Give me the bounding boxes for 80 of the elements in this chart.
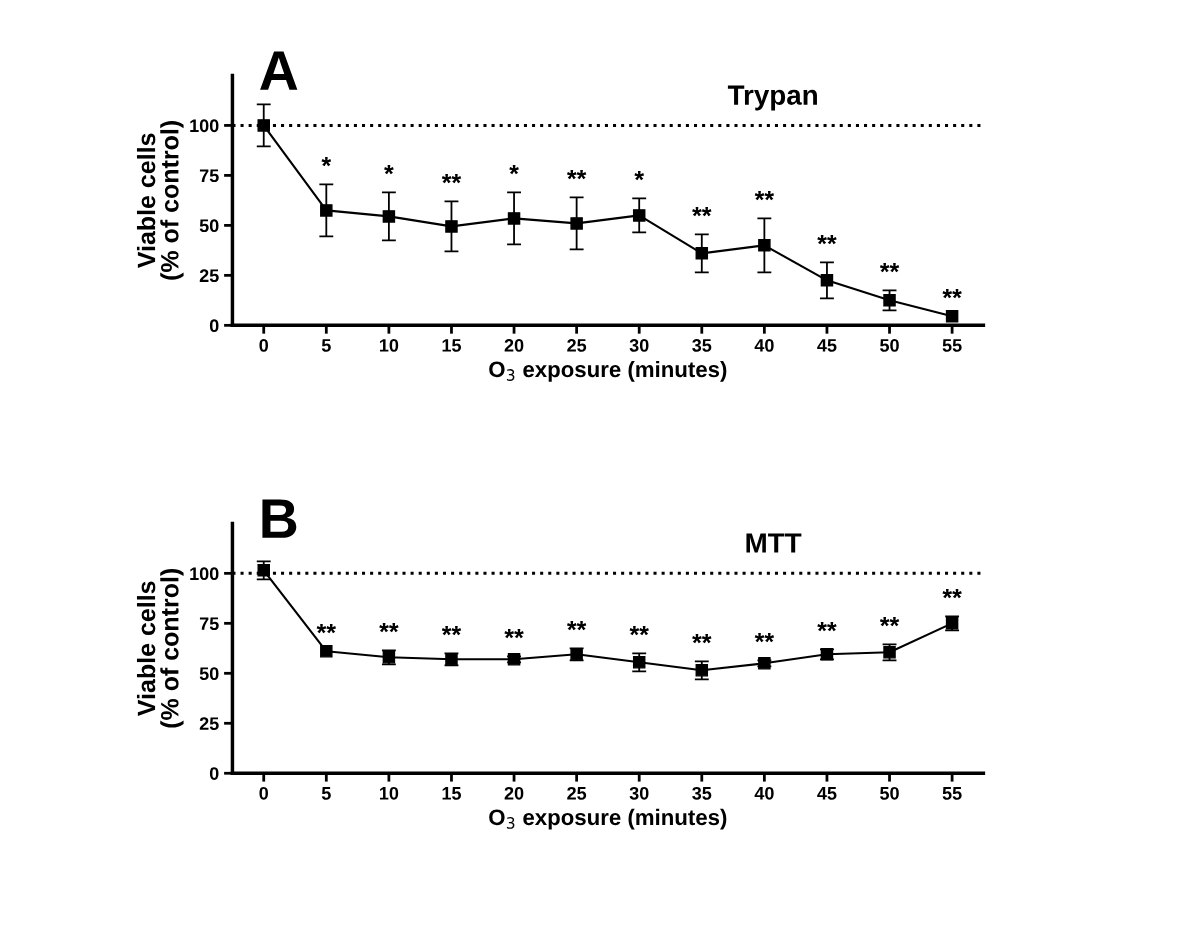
x-tick-label: 55 [942, 787, 962, 800]
annotation: ** [692, 206, 712, 217]
chart-title: A [260, 51, 298, 90]
annotation: MTT [746, 533, 802, 553]
annotation: ** [441, 173, 462, 184]
annotation: ** [566, 169, 587, 180]
x-axis-title: O$_{3}$ exposure (minutes) [489, 360, 727, 382]
annotation: ** [441, 625, 462, 636]
x-tick-label: 45 [817, 787, 837, 800]
annotation: * [384, 164, 394, 175]
y-tick-label: 100 [190, 567, 219, 581]
x-tick-label: 5 [321, 787, 331, 800]
point [382, 210, 396, 223]
annotation: ** [754, 632, 775, 643]
annotation: ** [879, 616, 900, 627]
x-tick-label: 50 [880, 339, 899, 352]
y-axis-title: Viable cells (% of control) [136, 569, 184, 728]
y-tick-label: 75 [199, 617, 219, 631]
point [570, 217, 583, 230]
annotation: Trypan [727, 85, 817, 111]
point [507, 212, 521, 225]
annotation: * [634, 170, 645, 181]
annotation: ** [379, 622, 399, 633]
x-tick-label: 5 [321, 339, 331, 352]
annotation: * [509, 164, 519, 175]
annotation: ** [817, 621, 837, 632]
x-tick-label: 25 [567, 786, 587, 800]
y-tick-label: 100 [190, 119, 219, 133]
point [320, 204, 333, 217]
x-tick-label: 55 [942, 339, 962, 352]
annotation: ** [942, 288, 962, 299]
y-tick-label: 25 [199, 717, 219, 730]
annotation: ** [817, 234, 837, 245]
x-tick-label: 30 [629, 786, 649, 800]
x-tick-label: 10 [379, 339, 399, 352]
annotation: ** [504, 628, 524, 639]
annotation: ** [566, 620, 587, 631]
annotation: ** [754, 190, 775, 201]
point [820, 274, 834, 287]
x-tick-label: 10 [379, 786, 399, 800]
x-tick-label: 25 [567, 339, 587, 352]
x-axis-title: O$_{3}$ exposure (minutes) [489, 808, 727, 830]
x-tick-label: 15 [442, 339, 462, 352]
point [320, 645, 333, 658]
x-tick-label: 40 [754, 339, 774, 352]
point [883, 294, 896, 307]
y-tick-label: 0 [209, 319, 219, 333]
annotation: ** [879, 262, 900, 273]
x-tick-label: 15 [442, 787, 462, 800]
x-tick-label: 20 [504, 786, 524, 800]
annotation: ** [942, 588, 962, 599]
annotation: ** [629, 625, 649, 636]
x-tick-label: 0 [259, 786, 269, 800]
y-axis-title: Viable cells (% of control) [136, 121, 184, 280]
y-tick-label: 50 [199, 667, 219, 681]
y-tick-label: 25 [199, 269, 219, 283]
annotation: ** [316, 623, 337, 634]
x-tick-label: 40 [754, 786, 774, 800]
point [445, 220, 458, 233]
point [632, 209, 646, 222]
point [945, 310, 959, 323]
x-tick-label: 20 [504, 339, 524, 352]
annotation: ** [692, 633, 712, 644]
x-tick-label: 30 [629, 339, 649, 352]
point [758, 239, 771, 252]
y-tick-label: 0 [209, 767, 219, 780]
point [695, 664, 709, 677]
point [632, 656, 646, 669]
x-tick-label: 50 [880, 786, 899, 800]
point [257, 119, 270, 132]
point [257, 564, 270, 577]
x-tick-label: 35 [692, 339, 712, 352]
y-tick-label: 75 [199, 169, 219, 183]
x-tick-label: 0 [259, 339, 269, 352]
annotation: * [321, 156, 332, 167]
y-tick-label: 50 [199, 219, 219, 233]
point [695, 247, 709, 260]
x-tick-label: 45 [817, 339, 837, 352]
x-tick-label: 35 [692, 786, 712, 800]
chart-title: B [262, 499, 297, 538]
